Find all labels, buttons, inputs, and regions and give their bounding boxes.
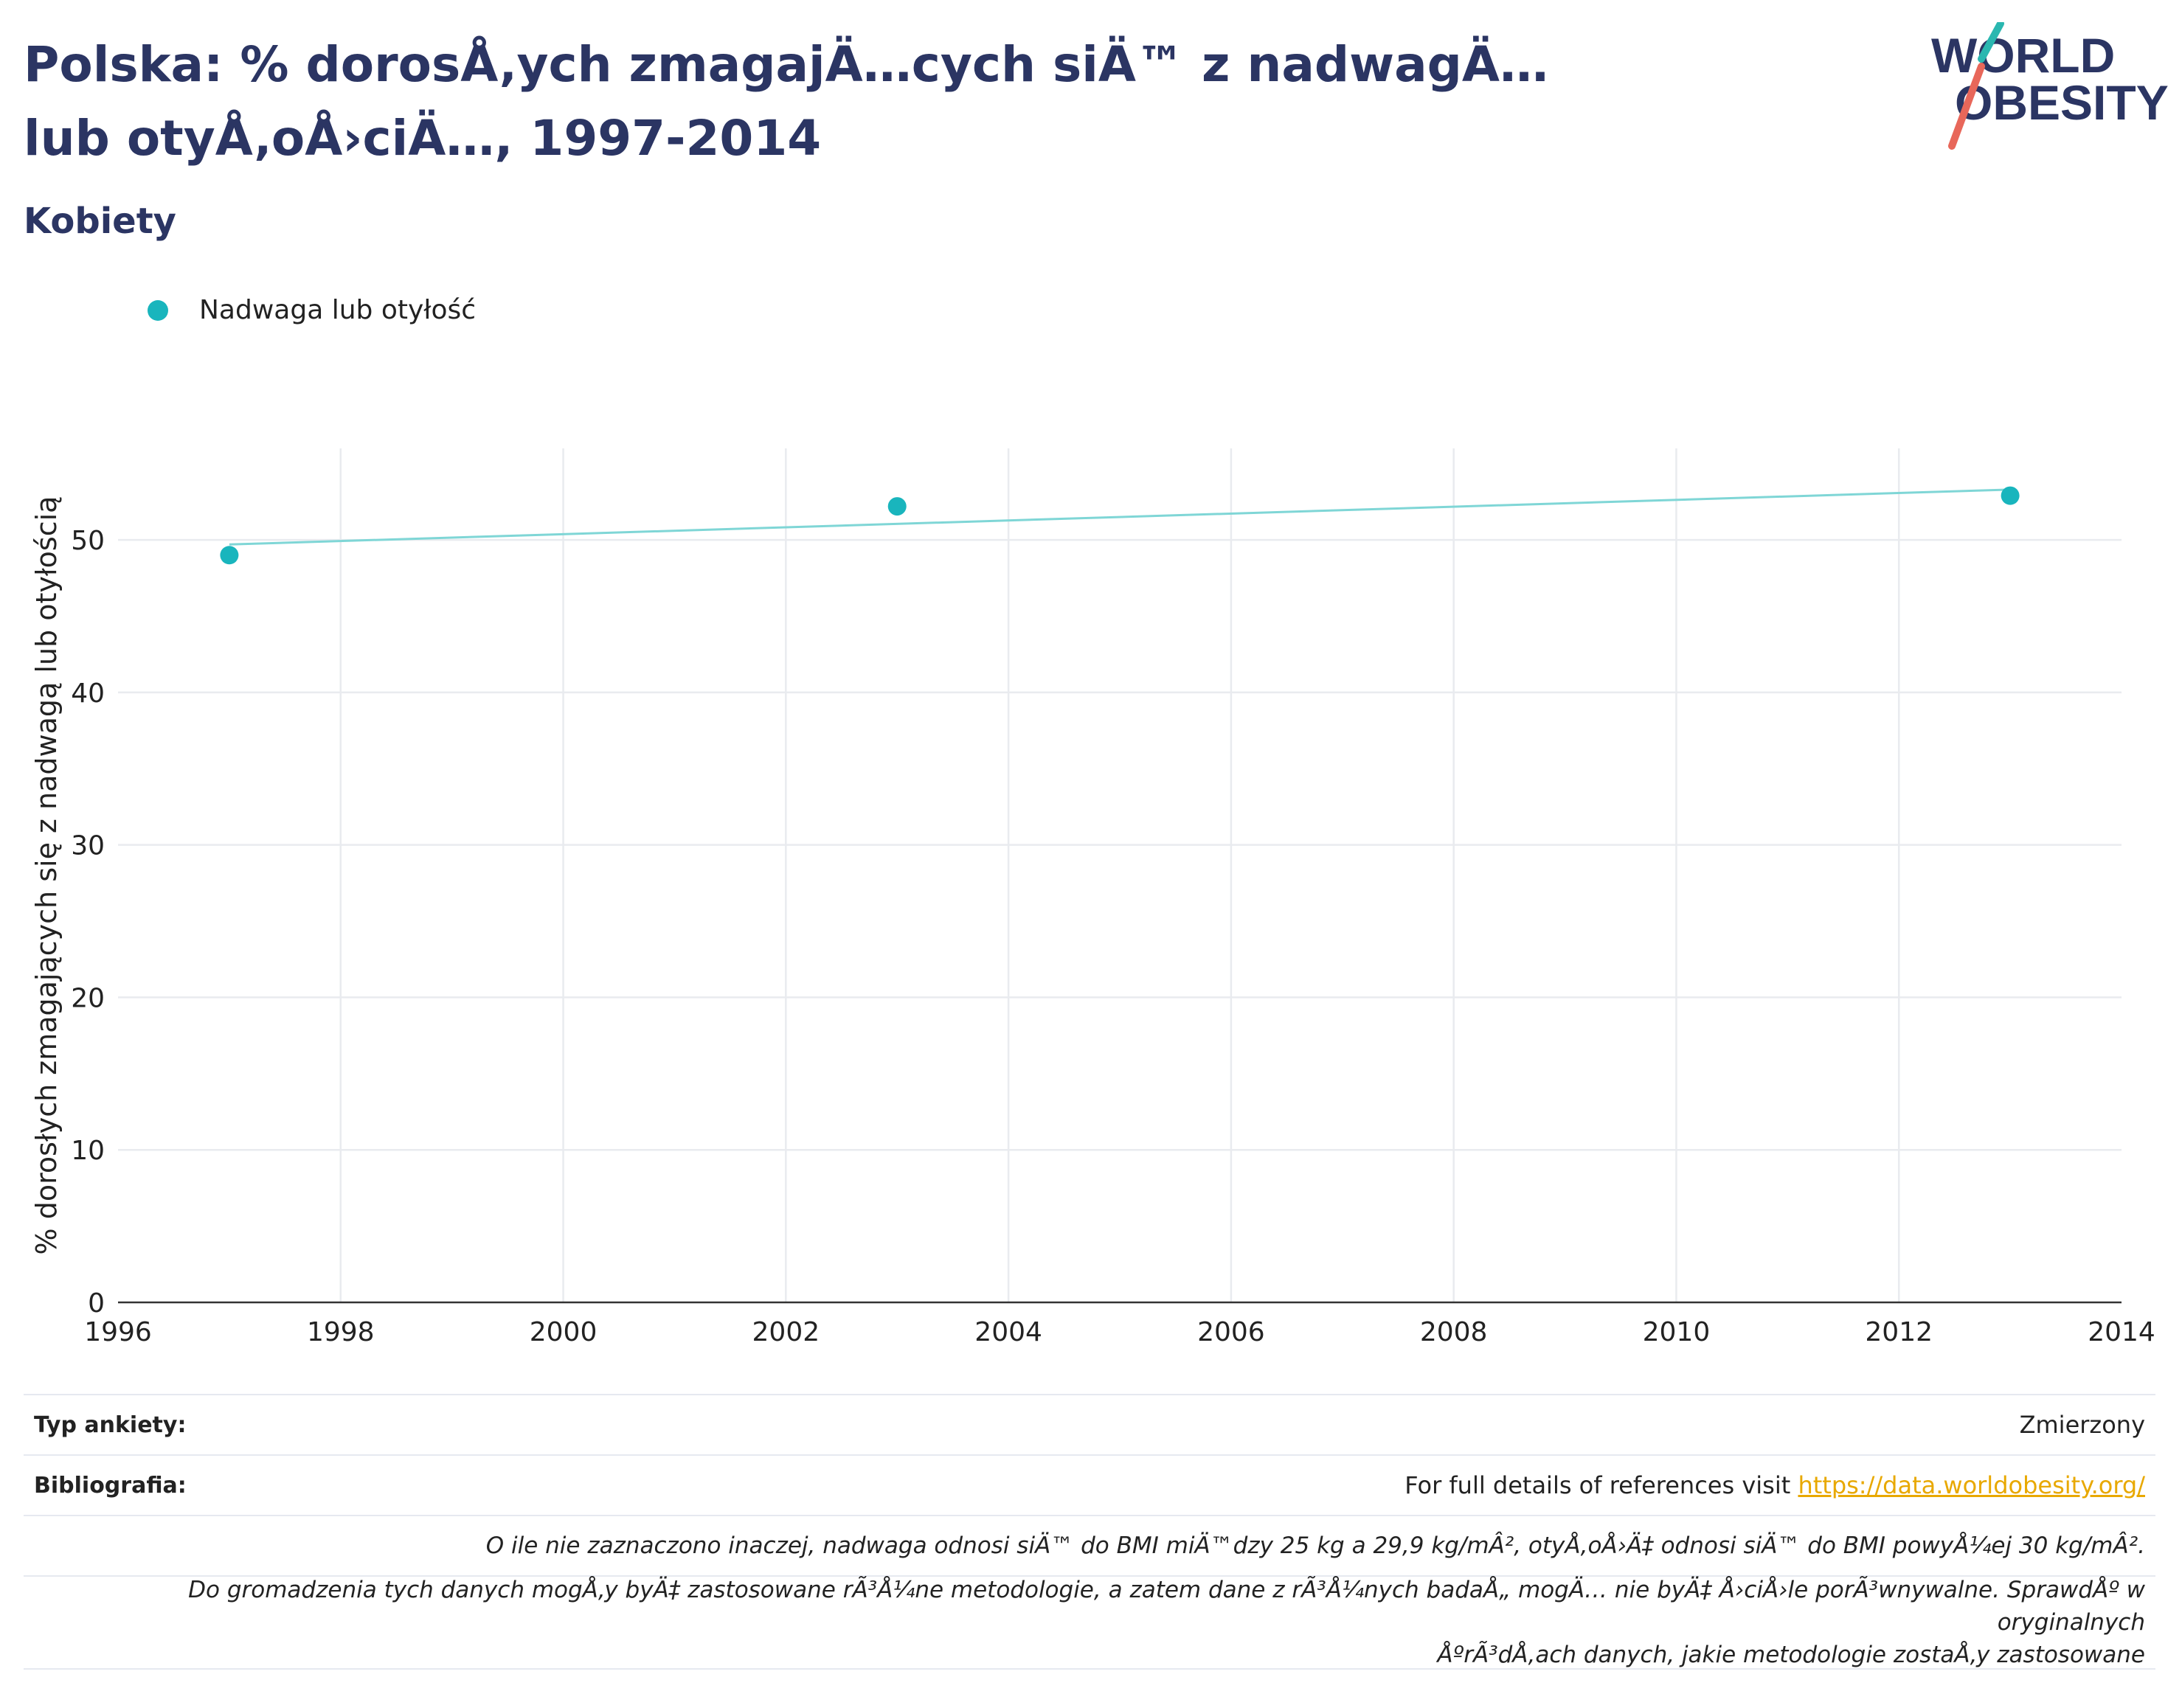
logo-text-world: WORLD [1931,28,2115,83]
data-points [220,486,2020,565]
data-point [887,497,907,516]
logo-text-obesity: OBESITY [1955,75,2169,130]
x-tick-labels: 1996 1998 2000 2002 2004 2006 2008 2010 2012 2014 [84,1317,2155,1347]
survey-type-label: Typ ankiety: [34,1412,187,1438]
data-point [2001,486,2020,505]
definition-note: O ile nie zaznaczono inaczej, nadwaga od… [485,1532,2145,1559]
y-tick-label: 30 [71,831,105,861]
x-gridlines [339,448,1900,1302]
bibliography-label: Bibliografia: [34,1472,187,1499]
trend-line [229,488,2011,546]
y-axis-label: % dorosłych zmagających się z nadwagą lu… [30,496,63,1255]
chart-footer: Typ ankiety: Zmierzony Bibliografia: For… [24,1394,2155,1670]
bibliography-row: Bibliografia: For full details of refere… [24,1454,2155,1515]
y-tick-labels: 0 10 20 30 40 50 [71,526,105,1319]
methodology-note-row: Do gromadzenia tych danych mogÅ‚y byÄ‡ z… [24,1575,2155,1670]
y-tick-label: 0 [88,1288,105,1319]
methodology-note: Do gromadzenia tych danych mogÅ‚y byÄ‡ z… [34,1574,2145,1671]
chart-title: Polska: % dorosÅ‚ych zmagajÄ…cych siÄ™ z… [24,36,1548,167]
slash-mark-icon [1948,22,2004,150]
methodology-note-line1: Do gromadzenia tych danych mogÅ‚y byÄ‡ z… [188,1577,2145,1636]
x-tick-label: 2002 [752,1317,820,1347]
x-tick-label: 1996 [84,1317,152,1347]
x-tick-label: 2008 [1420,1317,1488,1347]
x-tick-label: 2006 [1197,1317,1265,1347]
y-tick-label: 10 [71,1136,105,1166]
x-tick-label: 2012 [1865,1317,1933,1347]
chart-plot: 0 10 20 30 40 50 1996 1998 2000 2002 2004 2006 2008… [30,448,2155,1347]
x-tick-label: 2000 [530,1317,598,1347]
chart-legend[interactable]: Nadwaga lub otyłość [148,295,476,325]
y-tick-label: 50 [71,526,105,556]
world-obesity-logo[interactable]: WORLD OBESITY [1918,22,2169,155]
bibliography-value: For full details of references visit htt… [1405,1471,2145,1499]
x-tick-label: 2010 [1643,1317,1711,1347]
x-tick-label: 2004 [974,1317,1042,1347]
legend-marker-icon [148,299,168,321]
y-tick-label: 40 [71,678,105,709]
chart-subtitle: Kobiety [24,201,176,242]
definition-note-row: O ile nie zaznaczono inaczej, nadwaga od… [24,1515,2155,1575]
x-tick-label: 1998 [307,1317,375,1347]
x-tick-label: 2014 [2088,1317,2155,1347]
legend-label: Nadwaga lub otyłość [199,295,477,325]
bibliography-text: For full details of references visit [1405,1471,1798,1499]
methodology-note-line2: ÅºrÃ³dÅ‚ach danych, jakie metodologie zo… [1437,1642,2145,1668]
y-tick-label: 20 [71,983,105,1013]
bibliography-link[interactable]: https://data.worldobesity.org/ [1798,1471,2145,1499]
data-point [220,546,239,565]
y-gridlines [118,538,2122,1151]
survey-type-value: Zmierzony [2019,1411,2145,1439]
survey-type-row: Typ ankiety: Zmierzony [24,1394,2155,1454]
